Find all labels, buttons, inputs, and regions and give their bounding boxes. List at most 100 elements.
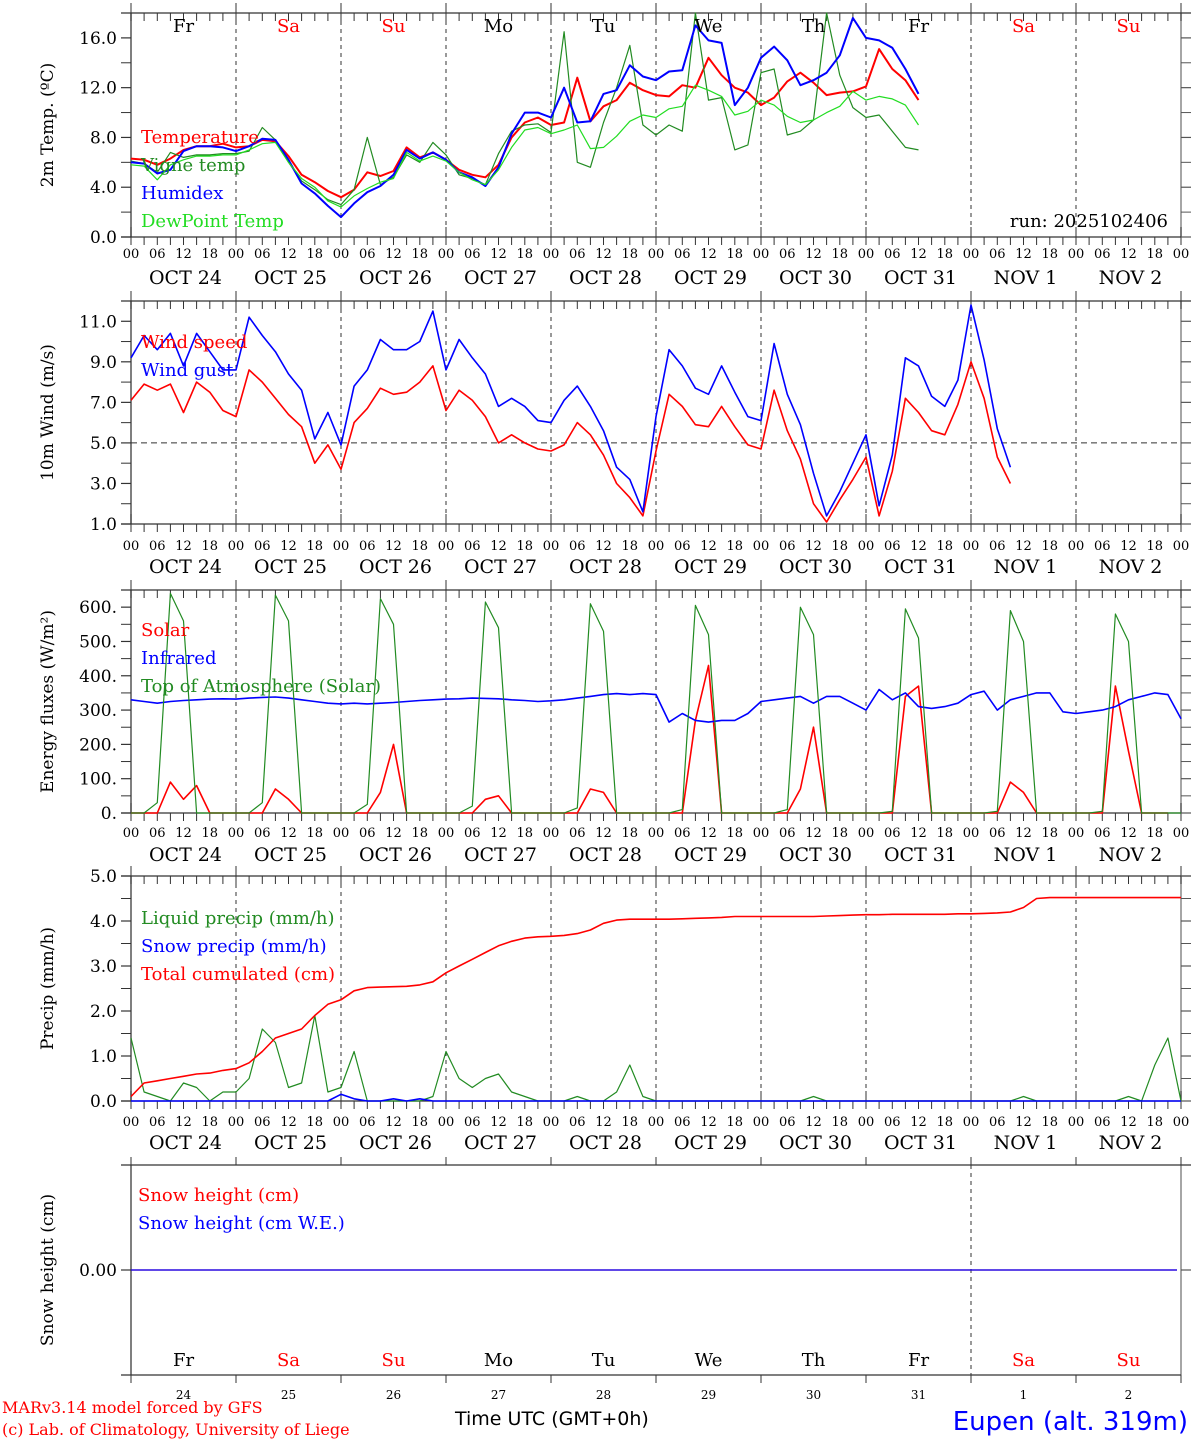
hour-tick-label: 00 bbox=[333, 539, 350, 554]
hour-tick-label: 12 bbox=[385, 826, 402, 841]
y-tick-label: 0.0 bbox=[90, 228, 117, 248]
hour-tick-label: 12 bbox=[1120, 826, 1137, 841]
day-number-label: 28 bbox=[596, 1388, 611, 1402]
day-tick-label: OCT 26 bbox=[359, 844, 432, 866]
day-tick-label: OCT 31 bbox=[884, 1132, 957, 1154]
hour-tick-label: 06 bbox=[359, 539, 376, 554]
hour-tick-label: 06 bbox=[149, 1115, 166, 1130]
hour-tick-label: 12 bbox=[595, 826, 612, 841]
hour-tick-label: 18 bbox=[726, 539, 743, 554]
legend-entry: Wind gust bbox=[141, 360, 234, 381]
weekday-label: Su bbox=[1117, 1350, 1141, 1371]
y-tick-label: 400. bbox=[79, 667, 117, 687]
run-annotation: run: 2025102406 bbox=[1010, 211, 1168, 232]
hour-tick-label: 18 bbox=[306, 826, 323, 841]
hour-tick-label: 06 bbox=[254, 826, 271, 841]
hour-tick-label: 06 bbox=[779, 826, 796, 841]
hour-tick-label: 12 bbox=[175, 826, 192, 841]
hour-tick-label: 12 bbox=[490, 826, 507, 841]
hour-tick-label: 06 bbox=[674, 826, 691, 841]
hour-tick-label: 00 bbox=[963, 539, 980, 554]
day-number-label: 30 bbox=[806, 1388, 821, 1402]
weekday-label: Sa bbox=[277, 1350, 300, 1371]
hour-tick-label: 12 bbox=[280, 539, 297, 554]
legend-entry: Total cumulated (cm) bbox=[141, 964, 335, 985]
day-tick-label: OCT 24 bbox=[149, 1132, 222, 1154]
day-tick-label: OCT 24 bbox=[149, 844, 222, 866]
hour-tick-label: 00 bbox=[228, 826, 245, 841]
series-line-wind-speed bbox=[130, 361, 1012, 523]
hour-tick-label: 06 bbox=[569, 1115, 586, 1130]
series-line-temperature bbox=[130, 48, 920, 199]
day-tick-label: OCT 27 bbox=[464, 844, 537, 866]
hour-tick-label: 06 bbox=[1094, 1115, 1111, 1130]
hour-tick-label: 00 bbox=[123, 539, 140, 554]
hour-tick-label: 00 bbox=[963, 826, 980, 841]
legend-entry: Solar bbox=[141, 620, 190, 641]
hour-tick-label: 18 bbox=[1041, 539, 1058, 554]
weekday-label: Mo bbox=[484, 1350, 513, 1371]
hour-tick-label: 06 bbox=[1094, 247, 1111, 262]
hour-tick-label: 06 bbox=[464, 1115, 481, 1130]
hour-tick-label: 18 bbox=[1041, 1115, 1058, 1130]
hour-tick-label: 18 bbox=[201, 1115, 218, 1130]
hour-tick-label: 06 bbox=[464, 539, 481, 554]
panel-4: 0.0 1.0 2.0 3.0 4.0 5.0 Precip (mm/h) Liquid pr… bbox=[38, 866, 1191, 1154]
hour-tick-label: 00 bbox=[228, 1115, 245, 1130]
weekday-label: Fr bbox=[908, 16, 929, 37]
hour-tick-label: 06 bbox=[674, 1115, 691, 1130]
hour-tick-label: 06 bbox=[989, 1115, 1006, 1130]
hour-tick-label: 12 bbox=[700, 826, 717, 841]
hour-tick-label: 06 bbox=[149, 247, 166, 262]
hour-tick-label: 18 bbox=[411, 1115, 428, 1130]
hour-tick-label: 12 bbox=[385, 539, 402, 554]
day-tick-label: OCT 26 bbox=[359, 556, 432, 578]
y-tick-label: 600. bbox=[79, 598, 117, 618]
hour-tick-label: 18 bbox=[306, 1115, 323, 1130]
hour-tick-label: 06 bbox=[569, 826, 586, 841]
y-tick-label: 1.0 bbox=[90, 515, 117, 535]
hour-tick-label: 18 bbox=[306, 539, 323, 554]
hour-tick-label: 06 bbox=[674, 539, 691, 554]
day-tick-label: OCT 31 bbox=[884, 844, 957, 866]
y-tick-label: 3.0 bbox=[90, 957, 117, 977]
hour-tick-label: 18 bbox=[621, 1115, 638, 1130]
hour-tick-label: 00 bbox=[858, 1115, 875, 1130]
weekday-label: Tu bbox=[592, 16, 616, 37]
day-tick-label: OCT 27 bbox=[464, 1132, 537, 1154]
hour-tick-label: 12 bbox=[1120, 247, 1137, 262]
hour-tick-label: 06 bbox=[464, 247, 481, 262]
y-axis-label: 10m Wind (m/s) bbox=[38, 344, 58, 481]
hour-tick-label: 18 bbox=[1146, 247, 1163, 262]
hour-tick-label: 06 bbox=[359, 826, 376, 841]
hour-tick-label: 00 bbox=[1173, 1115, 1190, 1130]
day-tick-label: OCT 24 bbox=[149, 556, 222, 578]
hour-tick-label: 06 bbox=[359, 247, 376, 262]
hour-tick-label: 12 bbox=[490, 247, 507, 262]
y-tick-label: 0. bbox=[101, 804, 117, 824]
hour-tick-label: 06 bbox=[149, 826, 166, 841]
series-line-wind-gust bbox=[130, 304, 1012, 517]
hour-tick-label: 18 bbox=[411, 826, 428, 841]
hour-tick-label: 00 bbox=[228, 539, 245, 554]
hour-tick-label: 00 bbox=[753, 1115, 770, 1130]
hour-tick-label: 12 bbox=[700, 247, 717, 262]
series-line-snow-precip-mm-h bbox=[131, 1093, 1181, 1102]
y-tick-label: 200. bbox=[79, 735, 117, 755]
y-tick-label: 5.0 bbox=[90, 434, 117, 454]
day-tick-label: OCT 27 bbox=[464, 556, 537, 578]
hour-tick-label: 06 bbox=[569, 247, 586, 262]
day-number-label: 27 bbox=[491, 1388, 506, 1402]
hour-tick-label: 00 bbox=[543, 826, 560, 841]
hour-tick-label: 06 bbox=[359, 1115, 376, 1130]
day-tick-label: OCT 28 bbox=[569, 556, 642, 578]
hour-tick-label: 00 bbox=[333, 1115, 350, 1130]
legend-entry: Temperature bbox=[141, 127, 259, 148]
hour-tick-label: 00 bbox=[753, 826, 770, 841]
day-tick-label: OCT 28 bbox=[569, 1132, 642, 1154]
y-tick-label: 0.00 bbox=[79, 1261, 117, 1281]
y-tick-label: 0.0 bbox=[90, 1092, 117, 1112]
weekday-label: Su bbox=[382, 16, 406, 37]
hour-tick-label: 18 bbox=[1041, 826, 1058, 841]
hour-tick-label: 00 bbox=[648, 247, 665, 262]
